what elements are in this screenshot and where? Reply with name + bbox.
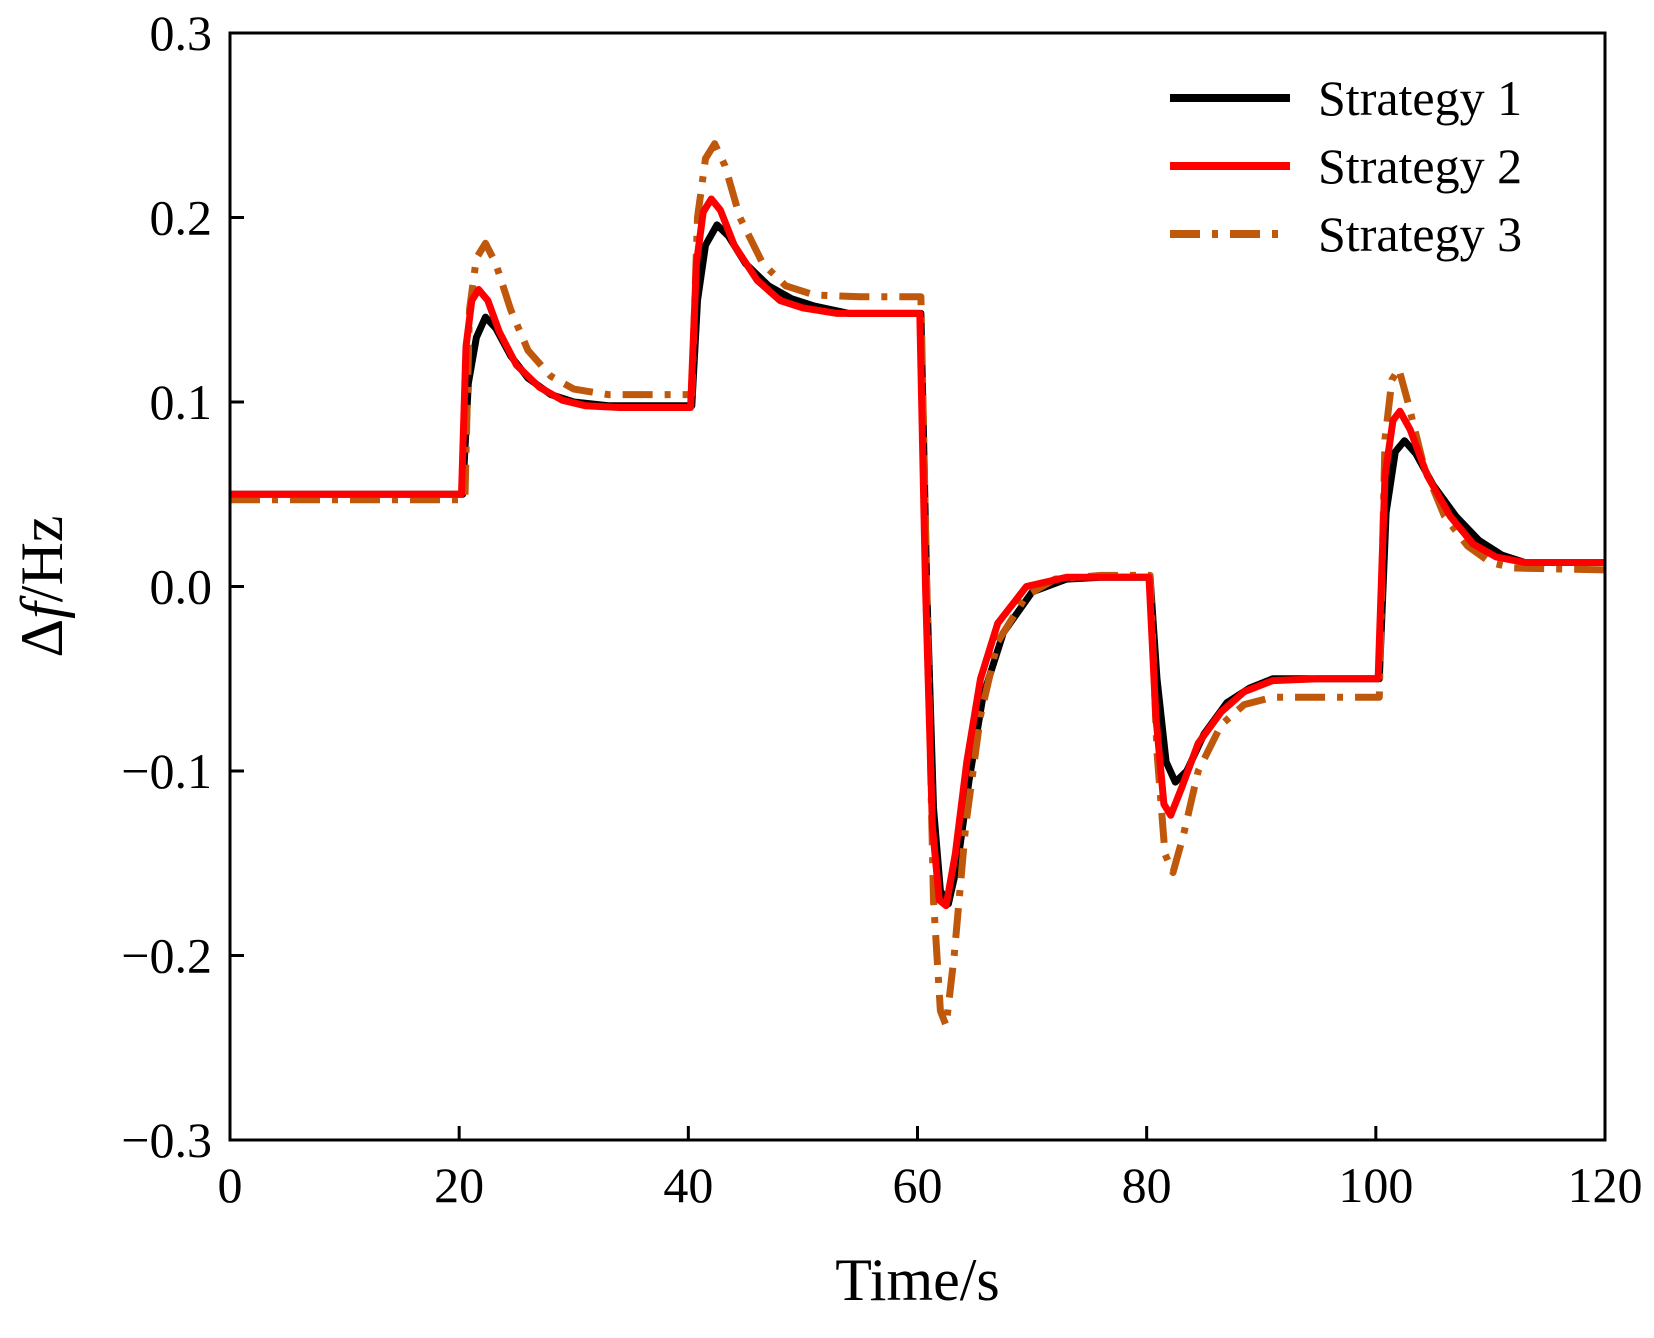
series-line-3 [230, 140, 1606, 1030]
series-line-2 [230, 195, 1605, 910]
x-axis-title: Time/s [835, 1247, 1000, 1313]
x-tick-label: 40 [663, 1157, 713, 1213]
y-tick-label: 0.3 [150, 5, 213, 61]
y-tick-label: −0.3 [121, 1112, 212, 1168]
x-tick-label: 20 [434, 1157, 484, 1213]
x-tick-label: 60 [893, 1157, 943, 1213]
legend-label-1: Strategy 1 [1318, 70, 1522, 126]
y-tick-label: 0.0 [150, 559, 213, 615]
x-tick-label: 120 [1568, 1157, 1643, 1213]
legend-label-2: Strategy 2 [1318, 138, 1522, 194]
x-tick-label: 0 [218, 1157, 243, 1213]
x-tick-label: 100 [1338, 1157, 1413, 1213]
plot-series [230, 140, 1606, 1030]
legend: Strategy 1 Strategy 2 Strategy 3 [1170, 70, 1522, 262]
x-tick-label: 80 [1122, 1157, 1172, 1213]
x-axis: 0 20 40 60 80 100 120 [218, 1126, 1643, 1213]
y-axis-title: Δf/Hz [9, 516, 75, 658]
y-tick-label: −0.2 [121, 928, 212, 984]
y-tick-label: 0.2 [150, 190, 213, 246]
legend-label-3: Strategy 3 [1318, 206, 1522, 262]
plot-frame [228, 31, 1607, 1142]
y-tick-label: −0.1 [121, 743, 212, 799]
y-tick-label: 0.1 [150, 374, 213, 430]
y-axis: −0.3 −0.2 −0.1 0.0 0.1 0.2 0.3 [121, 5, 244, 1168]
